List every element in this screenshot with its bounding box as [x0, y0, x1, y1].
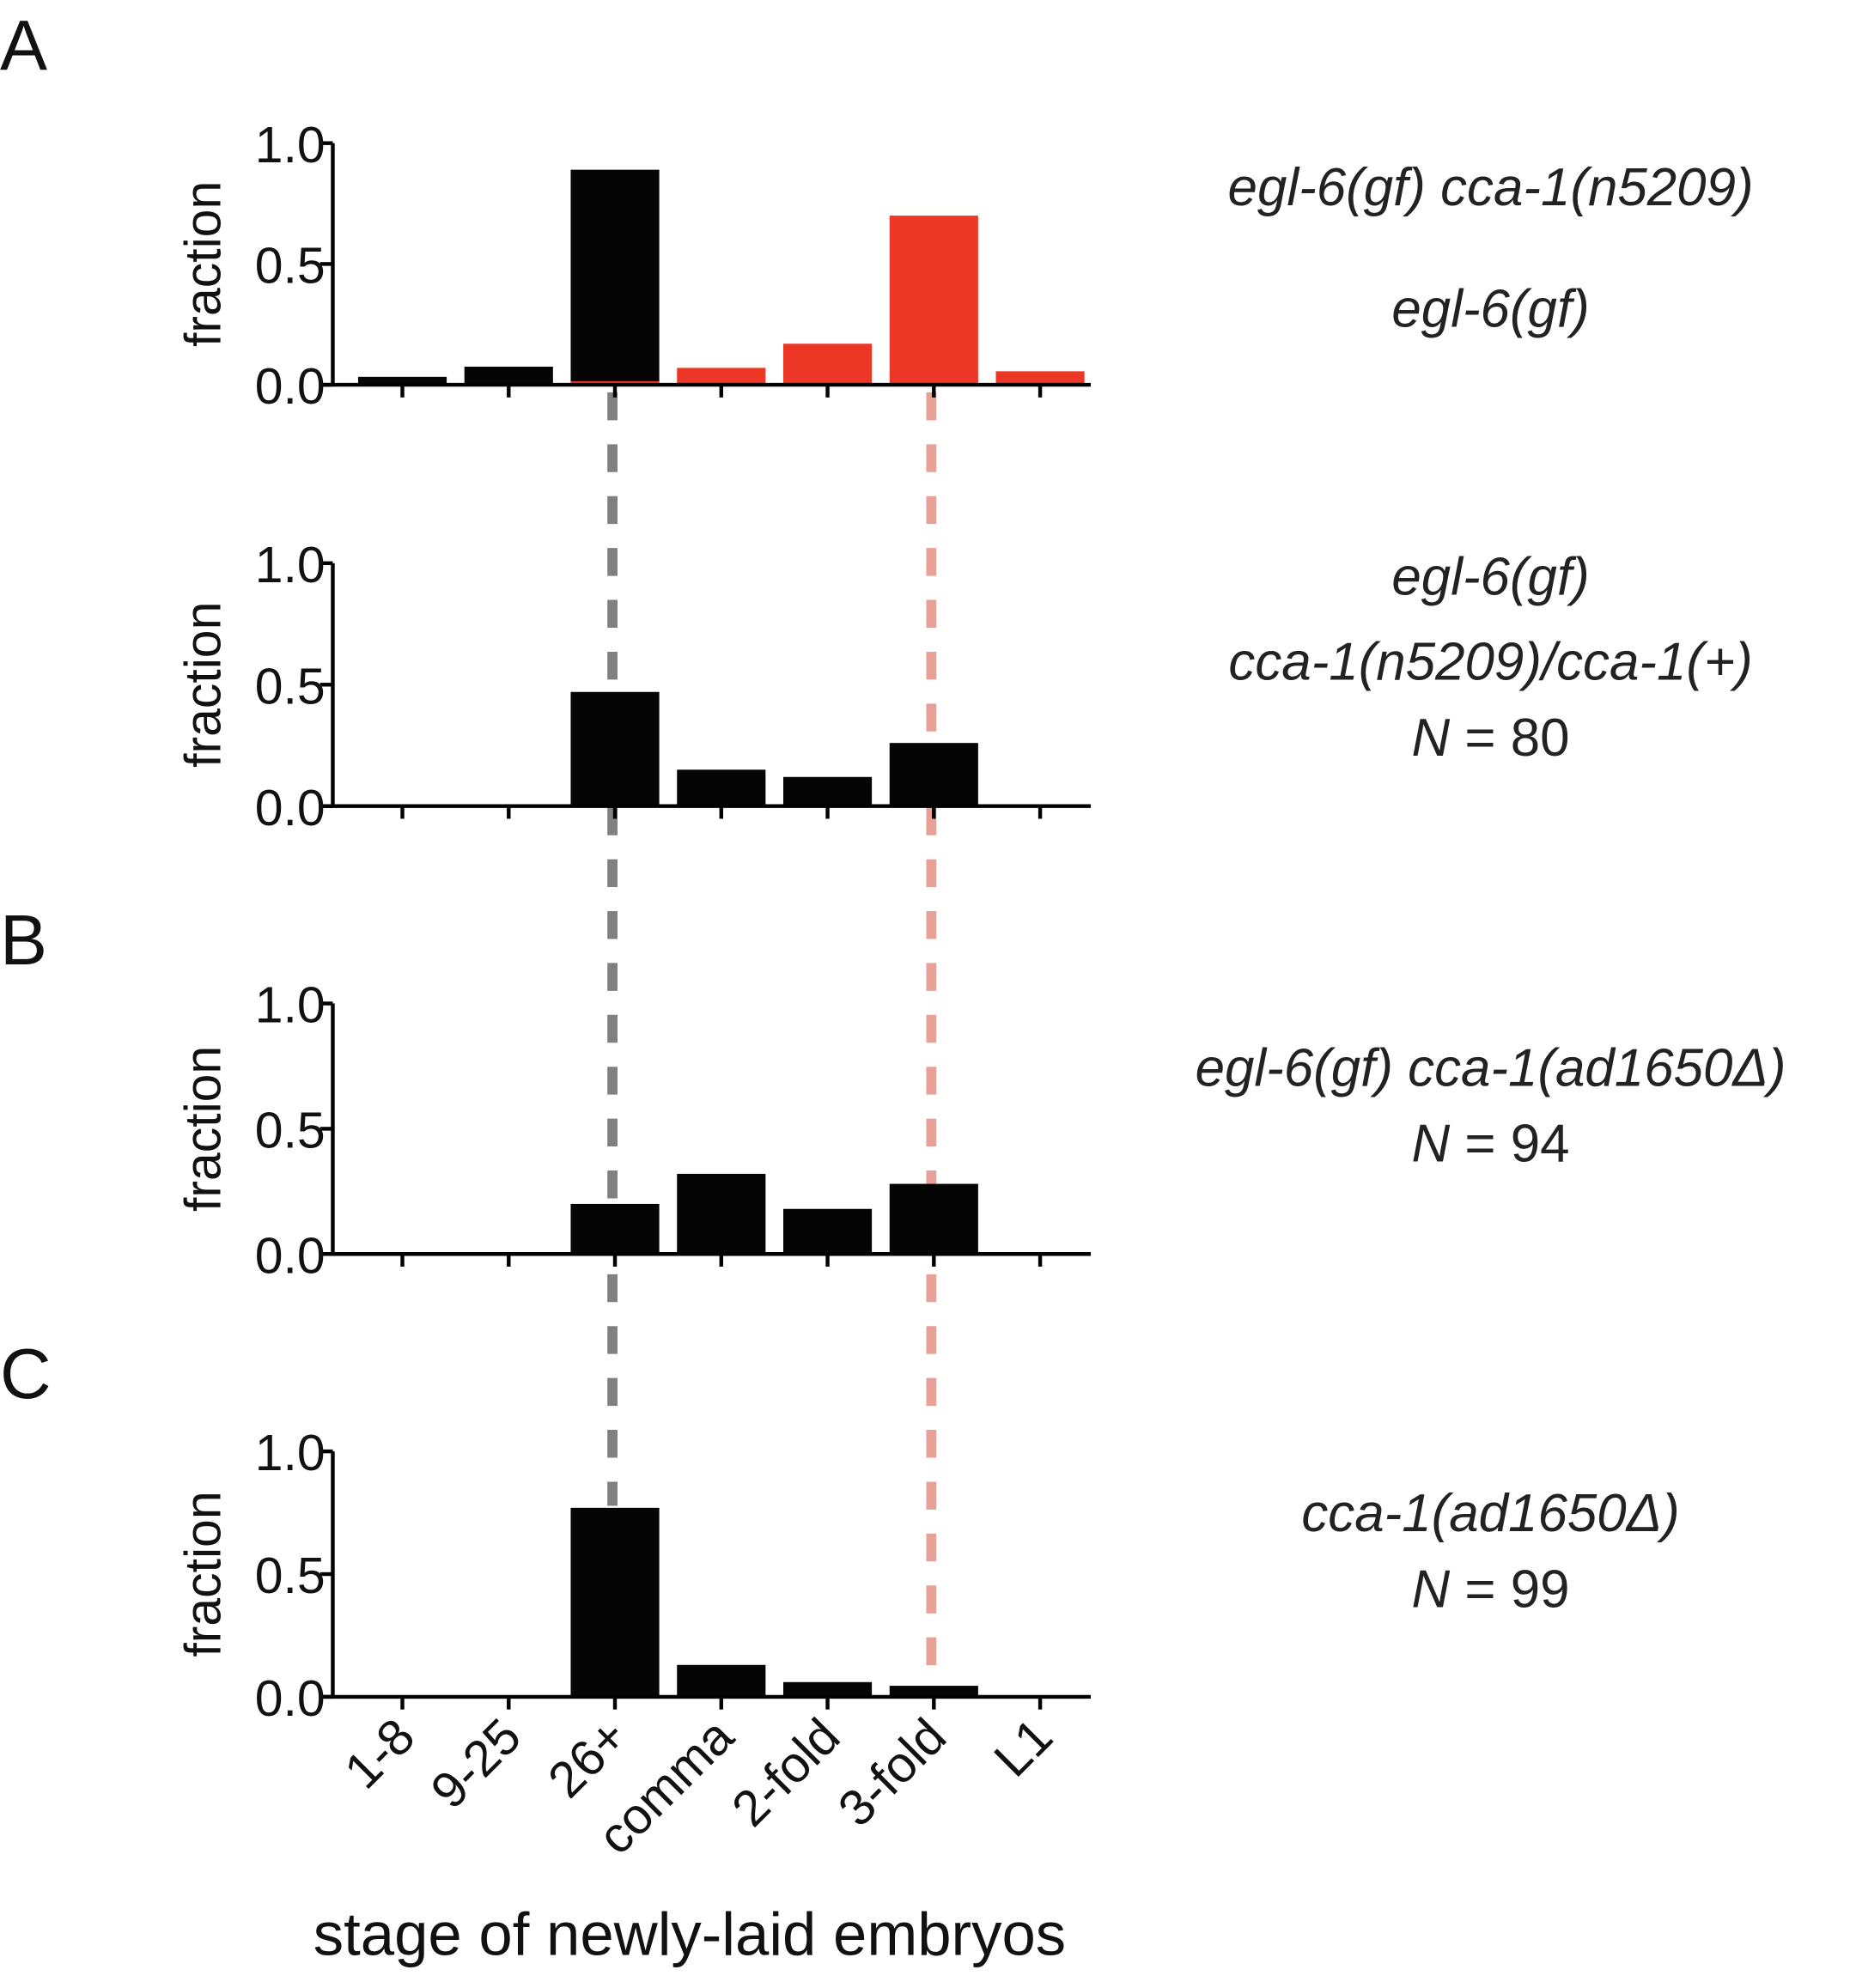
bar-26+ — [570, 691, 660, 806]
bar-comma — [677, 1664, 766, 1697]
reference-lines — [607, 392, 937, 1686]
panel-label: B — [0, 901, 47, 980]
bar-26+ — [570, 169, 660, 386]
bar-comma — [677, 769, 766, 806]
bar-3-fold — [889, 743, 978, 806]
y-tick-label: 1.0 — [255, 118, 326, 173]
genotype-label: egl-6(gf) — [1391, 548, 1589, 607]
panel-3: B 0.0 0.5 1.0 fraction egl-6(gf) cca-1(ad1650… — [0, 901, 1786, 1284]
x-tick-label-1-8: 1-8 — [334, 1708, 425, 1799]
panel-2: 0.0 0.5 1.0 fraction egl-6(gf) cca-1(n5209)/c… — [175, 538, 1752, 836]
y-axis-label: fraction — [175, 1491, 231, 1657]
bar-2-fold — [782, 1681, 873, 1697]
y-tick-label: 1.0 — [255, 538, 326, 593]
bar-26+ — [570, 1507, 660, 1697]
genotype-label: cca-1(ad1650Δ) — [1301, 1484, 1679, 1543]
x-axis-label: stage of newly-laid embryos — [313, 1900, 1066, 1967]
genotype-label: egl-6(gf) cca-1(ad1650Δ) — [1196, 1038, 1786, 1097]
bar-9-25 — [464, 366, 553, 386]
y-tick-label: 0.0 — [255, 1228, 326, 1284]
y-axis-label: fraction — [175, 181, 231, 347]
bar-L1 — [995, 371, 1085, 386]
bar-comma — [677, 368, 766, 386]
panel-4: C 0.0 0.5 1.0 fraction cca-1(ad1650Δ) N = 99 — [0, 1334, 1680, 1727]
bar-26+ — [570, 1203, 660, 1255]
bar-1-8 — [357, 376, 447, 386]
y-tick-label: 0.0 — [255, 359, 326, 415]
panels: A 0.0 0.5 1.0 fraction egl-6(gf) cca-1(n5209)… — [0, 6, 1786, 1727]
genotype-label: cca-1(n5209)/cca-1(+) — [1228, 632, 1752, 691]
bar-comma — [677, 1173, 766, 1255]
bar-3-fold — [889, 1686, 978, 1697]
y-tick-label: 0.0 — [255, 1671, 326, 1727]
bar-3-fold — [889, 1183, 978, 1255]
y-axis-label: fraction — [175, 602, 231, 768]
x-tick-label-2-fold: 2-fold — [721, 1708, 850, 1837]
genotype-label: egl-6(gf) cca-1(n5209) — [1228, 158, 1754, 217]
bar-2-fold — [782, 1208, 873, 1255]
bar-3-fold — [889, 216, 978, 386]
bar-2-fold — [782, 776, 873, 806]
panel-label: C — [0, 1334, 52, 1413]
x-tick-label-9-25: 9-25 — [421, 1708, 532, 1819]
y-tick-label: 0.5 — [255, 1548, 326, 1604]
y-tick-label: 0.5 — [255, 238, 326, 294]
genotype-label: egl-6(gf) — [1391, 279, 1589, 338]
y-tick-label: 1.0 — [255, 1426, 326, 1481]
panel-1: A 0.0 0.5 1.0 fraction egl-6(gf) cca-1(n5209)… — [0, 6, 1754, 415]
panel-label: A — [0, 6, 47, 85]
y-tick-label: 0.0 — [255, 781, 326, 836]
genotype-label: N = 80 — [1412, 708, 1570, 768]
genotype-label: N = 94 — [1412, 1115, 1570, 1174]
x-tick-label-3-fold: 3-fold — [828, 1708, 957, 1837]
y-tick-label: 0.5 — [255, 659, 326, 714]
y-tick-label: 1.0 — [255, 978, 326, 1034]
y-axis-label: fraction — [175, 1046, 231, 1212]
x-tick-label-L1: L1 — [984, 1708, 1063, 1787]
genotype-label: N = 99 — [1412, 1559, 1570, 1619]
bar-2-fold — [782, 343, 873, 386]
y-tick-label: 0.5 — [255, 1103, 326, 1159]
